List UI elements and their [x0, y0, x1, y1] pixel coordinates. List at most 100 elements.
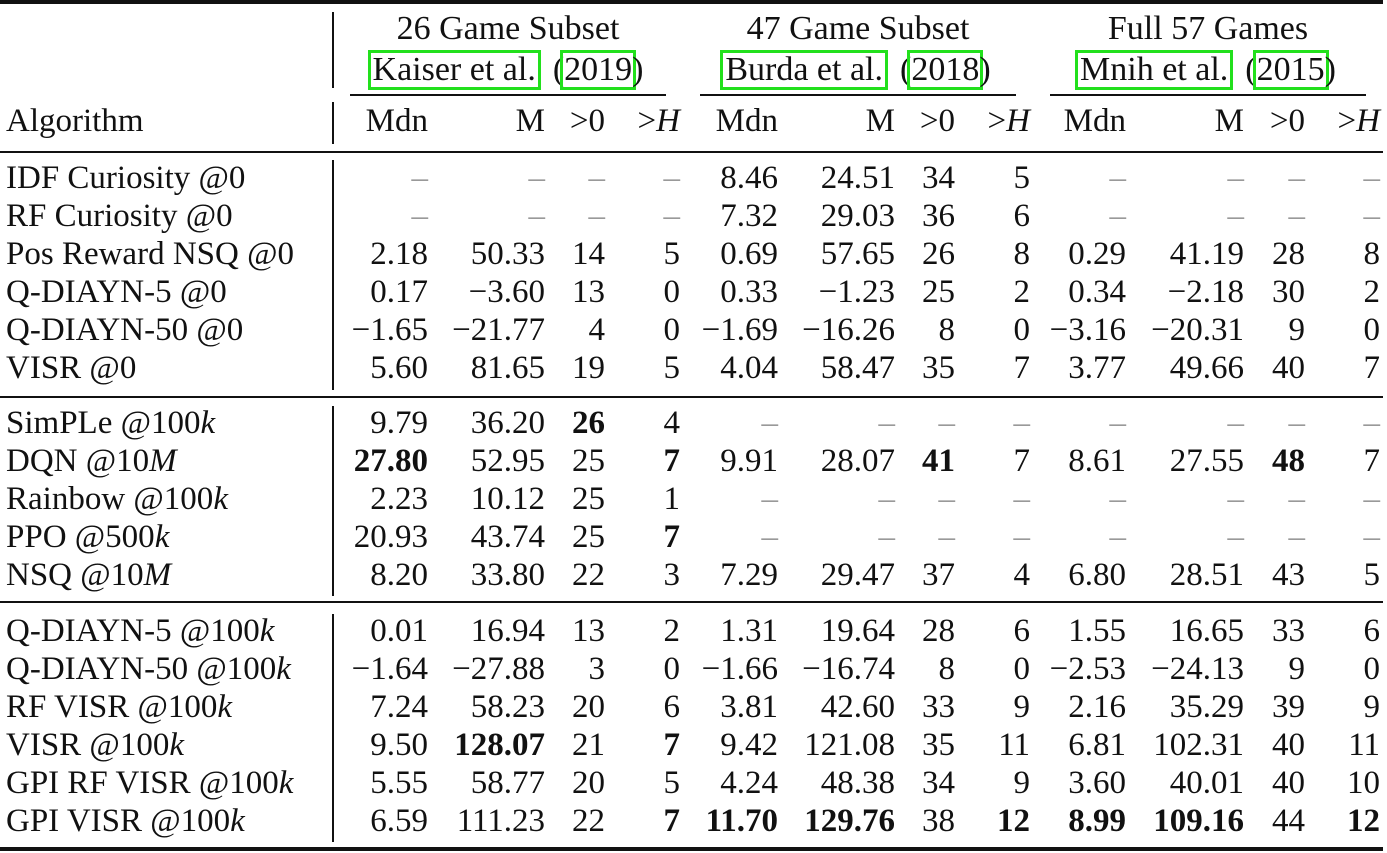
table-cell: 9: [1288, 312, 1306, 348]
table-cell: 0: [1013, 651, 1031, 687]
table-cell: 0.69: [720, 236, 778, 272]
table-row: GPI RF VISR @100k 5.55 58.77 20 5 4.24 48.38 34…: [0, 764, 1387, 802]
table-cell: 3: [588, 651, 606, 687]
table-cell: 0.34: [1068, 274, 1126, 310]
table-cell: 6.59: [370, 803, 428, 839]
table-cell: 22: [572, 557, 605, 593]
col-header-mdn: Mdn: [365, 103, 428, 139]
citation-link-year[interactable]: 2015: [1252, 50, 1329, 90]
table-cell: 10: [1347, 765, 1380, 801]
table-cell: –: [1363, 405, 1381, 441]
table-cell: 43: [1272, 557, 1305, 593]
table-cell: –: [761, 481, 779, 517]
table-cell: −16.74: [802, 651, 895, 687]
table-cell: 6: [1013, 198, 1031, 234]
table-cell: –: [1013, 519, 1031, 555]
table-cell: 129.76: [804, 803, 895, 839]
algorithm-name-prefix: SimPLe @100: [6, 405, 201, 441]
table-cell: –: [878, 519, 896, 555]
table-cell: –: [1363, 481, 1381, 517]
table-cell: –: [1288, 160, 1306, 196]
table-cell: −16.26: [802, 312, 895, 348]
table-cell: 20.93: [353, 519, 428, 555]
table-cell: 1: [663, 481, 681, 517]
col-header-gth: >H: [1337, 103, 1380, 139]
table-cell: 3: [663, 557, 681, 593]
table-cell: 8.46: [720, 160, 778, 196]
table-cell: –: [1109, 160, 1127, 196]
col-header-gt0: >0: [919, 103, 955, 139]
table-cell: 11: [998, 727, 1030, 763]
algorithm-name-prefix: PPO @500: [6, 519, 155, 555]
algorithm-name: RF VISR @100k: [6, 688, 232, 726]
citation-link-author[interactable]: Burda et al.: [720, 50, 888, 90]
algorithm-name-prefix: Q-DIAYN-50 @100: [6, 651, 277, 687]
table-cell: 4: [663, 405, 681, 441]
table-cell: −1.65: [351, 312, 428, 348]
table-cell: 36.20: [470, 405, 545, 441]
algorithm-name-suffix: k: [213, 481, 228, 517]
table-cell: –: [1363, 519, 1381, 555]
table-cell: 33: [922, 689, 955, 725]
table-cell: 7: [1363, 350, 1381, 386]
table-cell: –: [1288, 198, 1306, 234]
citation-link-year[interactable]: 2018: [907, 50, 984, 90]
table-cell: −21.77: [452, 312, 545, 348]
col-header-algorithm: Algorithm: [6, 103, 144, 139]
table-cell: –: [761, 405, 779, 441]
table-cell: 36: [922, 198, 955, 234]
vertical-divider: [332, 102, 334, 144]
citation-link-year[interactable]: 2019: [560, 50, 637, 90]
table-cell: 41: [922, 443, 955, 479]
table-cell: –: [588, 160, 606, 196]
table-cell: 33.80: [470, 557, 545, 593]
table-cell: 2: [1013, 274, 1031, 310]
algorithm-name: VISR @0: [6, 350, 137, 386]
algorithm-name: Q-DIAYN-50 @0: [6, 312, 244, 348]
table-cell: 2: [1363, 274, 1381, 310]
table-cell: 34: [922, 160, 955, 196]
table-cell: 42.60: [820, 689, 895, 725]
col-header-mean: M: [515, 103, 545, 139]
table-cell: 40: [1272, 727, 1305, 763]
table-cell: –: [1363, 198, 1381, 234]
table-cell: 28: [922, 613, 955, 649]
table-row: VISR @100k 9.50 128.07 21 7 9.42 121.08 35 11 6.8…: [0, 726, 1387, 764]
table-cell: 5.60: [370, 350, 428, 386]
table-cell: 2.18: [370, 236, 428, 272]
table-cell: 9.50: [370, 727, 428, 763]
citation-link-author[interactable]: Mnih et al.: [1075, 50, 1234, 90]
table-cell: 0.33: [720, 274, 778, 310]
table-cell: –: [411, 198, 429, 234]
algorithm-name-prefix: VISR @100: [6, 727, 170, 763]
table-cell: 40: [1272, 765, 1305, 801]
algorithm-name-suffix: k: [278, 765, 294, 801]
table-cell: –: [1227, 481, 1245, 517]
col-header-mdn: Mdn: [1063, 103, 1126, 139]
algorithm-name-suffix: k: [217, 689, 232, 725]
algorithm-name-suffix: k: [230, 803, 245, 839]
table-cell: −1.23: [818, 274, 895, 310]
col-header-mean: M: [865, 103, 895, 139]
table-cell: 8: [938, 312, 956, 348]
table-row: Q-DIAYN-5 @0 0.17 −3.60 13 0 0.33 −1.23 25 2 0.34…: [0, 273, 1387, 311]
algorithm-name: Pos Reward NSQ @0: [6, 236, 294, 272]
table-cell: 25: [572, 443, 605, 479]
citation-link-author[interactable]: Kaiser et al.: [367, 50, 541, 90]
table-cell: 7: [1013, 443, 1031, 479]
table-cell: –: [1227, 405, 1245, 441]
table-cell: 0: [1363, 312, 1381, 348]
table-cell: –: [1363, 160, 1381, 196]
table-cell: –: [1013, 481, 1031, 517]
table-cell: 29.03: [820, 198, 895, 234]
algorithm-name: GPI RF VISR @100k: [6, 764, 293, 802]
table-cell: –: [1227, 160, 1245, 196]
table-cell: 25: [572, 481, 605, 517]
table-cell: 5: [663, 765, 681, 801]
cmidrule-26: [350, 94, 666, 96]
table-cell: 11.70: [705, 803, 778, 839]
table-cell: 2.23: [370, 481, 428, 517]
table-cell: 13: [572, 274, 605, 310]
table-cell: 24.51: [820, 160, 895, 196]
table-cell: –: [528, 198, 546, 234]
